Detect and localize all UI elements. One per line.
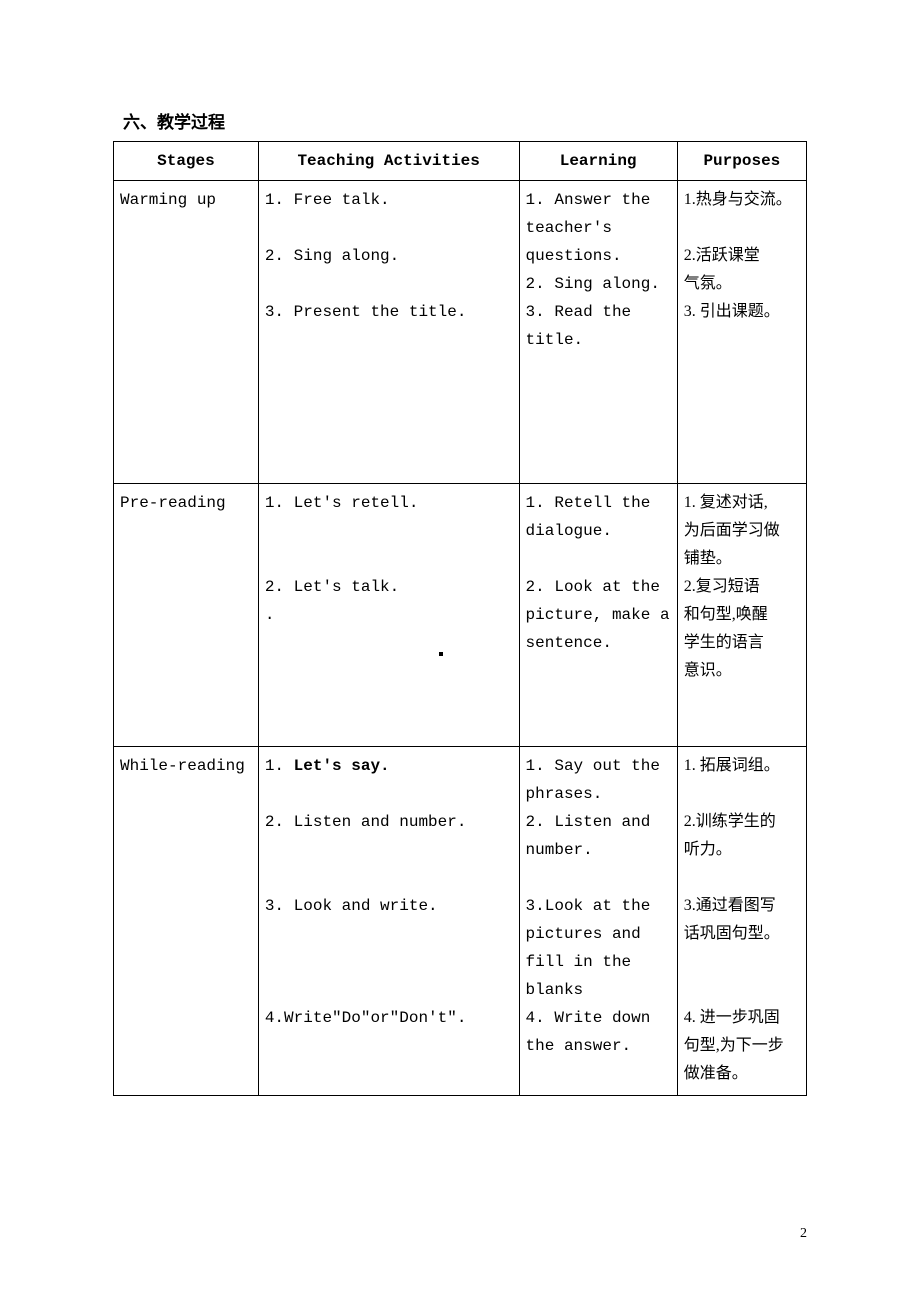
cell-teaching: 1. Free talk. 2. Sing along. 3. Present … (258, 181, 519, 484)
cell-teaching-line: 3. Look and write. (265, 893, 513, 919)
cell-learning-line: questions. (526, 243, 671, 269)
cell-learning-line: 3. Read the (526, 299, 671, 325)
header-teaching: Teaching Activities (258, 142, 519, 181)
cell-stage: Warming up (114, 181, 259, 484)
cell-teaching-line: 1. Let's say. (265, 753, 513, 779)
header-learning: Learning (519, 142, 677, 181)
cell-purposes-line (684, 781, 800, 807)
cell-learning-line: 2. Sing along. (526, 271, 671, 297)
page-number: 2 (800, 1226, 807, 1242)
cell-learning-line: 1. Say out the (526, 753, 671, 779)
table-body: Warming up1. Free talk. 2. Sing along. 3… (114, 181, 807, 1096)
cell-teaching-line (265, 921, 513, 947)
header-stages: Stages (114, 142, 259, 181)
cell-learning: 1. Retell thedialogue. 2. Look at thepic… (519, 484, 677, 747)
table-row: Warming up1. Free talk. 2. Sing along. 3… (114, 181, 807, 484)
cell-purposes-line (684, 949, 800, 975)
cell-learning: 1. Answer theteacher'squestions.2. Sing … (519, 181, 677, 484)
cell-teaching-line: . (265, 602, 513, 628)
cell-learning-line: picture, make a (526, 602, 671, 628)
cell-stage: Pre-reading (114, 484, 259, 747)
cell-purposes-line: 1.热身与交流。 (684, 187, 800, 213)
table-row: Pre-reading1. Let's retell. 2. Let's tal… (114, 484, 807, 747)
cell-learning-line: sentence. (526, 630, 671, 656)
cell-learning-line: the answer. (526, 1033, 671, 1059)
cell-purposes: 1. 复述对话,为后面学习做铺垫。2.复习短语和句型,唤醒学生的语言意识。 (677, 484, 806, 747)
cell-learning-line: 1. Retell the (526, 490, 671, 516)
cell-purposes-line: 气氛。 (684, 271, 800, 297)
cell-learning-line: blanks (526, 977, 671, 1003)
stray-mark (439, 652, 443, 656)
cell-teaching-line (265, 518, 513, 544)
cell-purposes-line (684, 977, 800, 1003)
cell-purposes: 1.热身与交流。 2.活跃课堂气氛。3. 引出课题。 (677, 181, 806, 484)
cell-learning-line: 4. Write down (526, 1005, 671, 1031)
cell-purposes-line (684, 215, 800, 241)
cell-teaching-line (265, 271, 513, 297)
cell-purposes-line: 2.训练学生的 (684, 809, 800, 835)
cell-teaching-line (265, 949, 513, 975)
header-purposes: Purposes (677, 142, 806, 181)
cell-teaching-line (265, 546, 513, 572)
cell-teaching-line: 2. Listen and number. (265, 809, 513, 835)
cell-purposes-line: 学生的语言 (684, 630, 800, 656)
cell-teaching-line (265, 215, 513, 241)
table-header-row: Stages Teaching Activities Learning Purp… (114, 142, 807, 181)
cell-teaching-line: 1. Let's retell. (265, 490, 513, 516)
cell-learning-line: 2. Look at the (526, 574, 671, 600)
cell-stage: While-reading (114, 747, 259, 1096)
cell-learning-line: 1. Answer the (526, 187, 671, 213)
cell-purposes-line: 为后面学习做 (684, 518, 800, 544)
cell-learning-line: pictures and (526, 921, 671, 947)
cell-learning-line: dialogue. (526, 518, 671, 544)
cell-teaching-line (265, 865, 513, 891)
cell-purposes-line: 话巩固句型。 (684, 921, 800, 947)
cell-purposes-line: 2.活跃课堂 (684, 243, 800, 269)
cell-purposes-line: 4. 进一步巩固 (684, 1005, 800, 1031)
cell-learning-line: title. (526, 327, 671, 353)
cell-teaching: 1. Let's say. 2. Listen and number. 3. L… (258, 747, 519, 1096)
cell-learning-line: phrases. (526, 781, 671, 807)
cell-teaching-line: 3. Present the title. (265, 299, 513, 325)
cell-purposes-line: 句型,为下一步 (684, 1033, 800, 1059)
cell-teaching-line (265, 837, 513, 863)
cell-learning-line: teacher's (526, 215, 671, 241)
cell-learning: 1. Say out thephrases.2. Listen andnumbe… (519, 747, 677, 1096)
cell-purposes-line: 和句型,唤醒 (684, 602, 800, 628)
cell-purposes-line: 1. 拓展词组。 (684, 753, 800, 779)
cell-teaching-line: 4.Write"Do"or"Don't". (265, 1005, 513, 1031)
cell-learning-line: fill in the (526, 949, 671, 975)
cell-teaching-line (265, 977, 513, 1003)
cell-purposes-line: 做准备。 (684, 1061, 800, 1087)
section-heading: 六、教学过程 (123, 108, 807, 133)
cell-purposes-line: 1. 复述对话, (684, 490, 800, 516)
cell-learning-line (526, 865, 671, 891)
cell-purposes-line: 2.复习短语 (684, 574, 800, 600)
cell-teaching-line: 1. Free talk. (265, 187, 513, 213)
cell-purposes-line: 3.通过看图写 (684, 893, 800, 919)
cell-purposes-line (684, 865, 800, 891)
cell-purposes-line: 铺垫。 (684, 546, 800, 572)
cell-purposes-line: 3. 引出课题。 (684, 299, 800, 325)
page-container: 六、教学过程 Stages Teaching Activities Learni… (0, 0, 920, 1302)
cell-learning-line (526, 546, 671, 572)
cell-learning-line: 3.Look at the (526, 893, 671, 919)
cell-purposes-line: 意识。 (684, 658, 800, 684)
cell-teaching: 1. Let's retell. 2. Let's talk.. (258, 484, 519, 747)
table-row: While-reading1. Let's say. 2. Listen and… (114, 747, 807, 1096)
cell-learning-line: number. (526, 837, 671, 863)
cell-purposes: 1. 拓展词组。 2.训练学生的听力。 3.通过看图写话巩固句型。 4. 进一步… (677, 747, 806, 1096)
cell-learning-line: 2. Listen and (526, 809, 671, 835)
cell-teaching-line: 2. Sing along. (265, 243, 513, 269)
cell-teaching-line (265, 781, 513, 807)
cell-purposes-line: 听力。 (684, 837, 800, 863)
cell-teaching-line: 2. Let's talk. (265, 574, 513, 600)
lesson-table: Stages Teaching Activities Learning Purp… (113, 141, 807, 1096)
